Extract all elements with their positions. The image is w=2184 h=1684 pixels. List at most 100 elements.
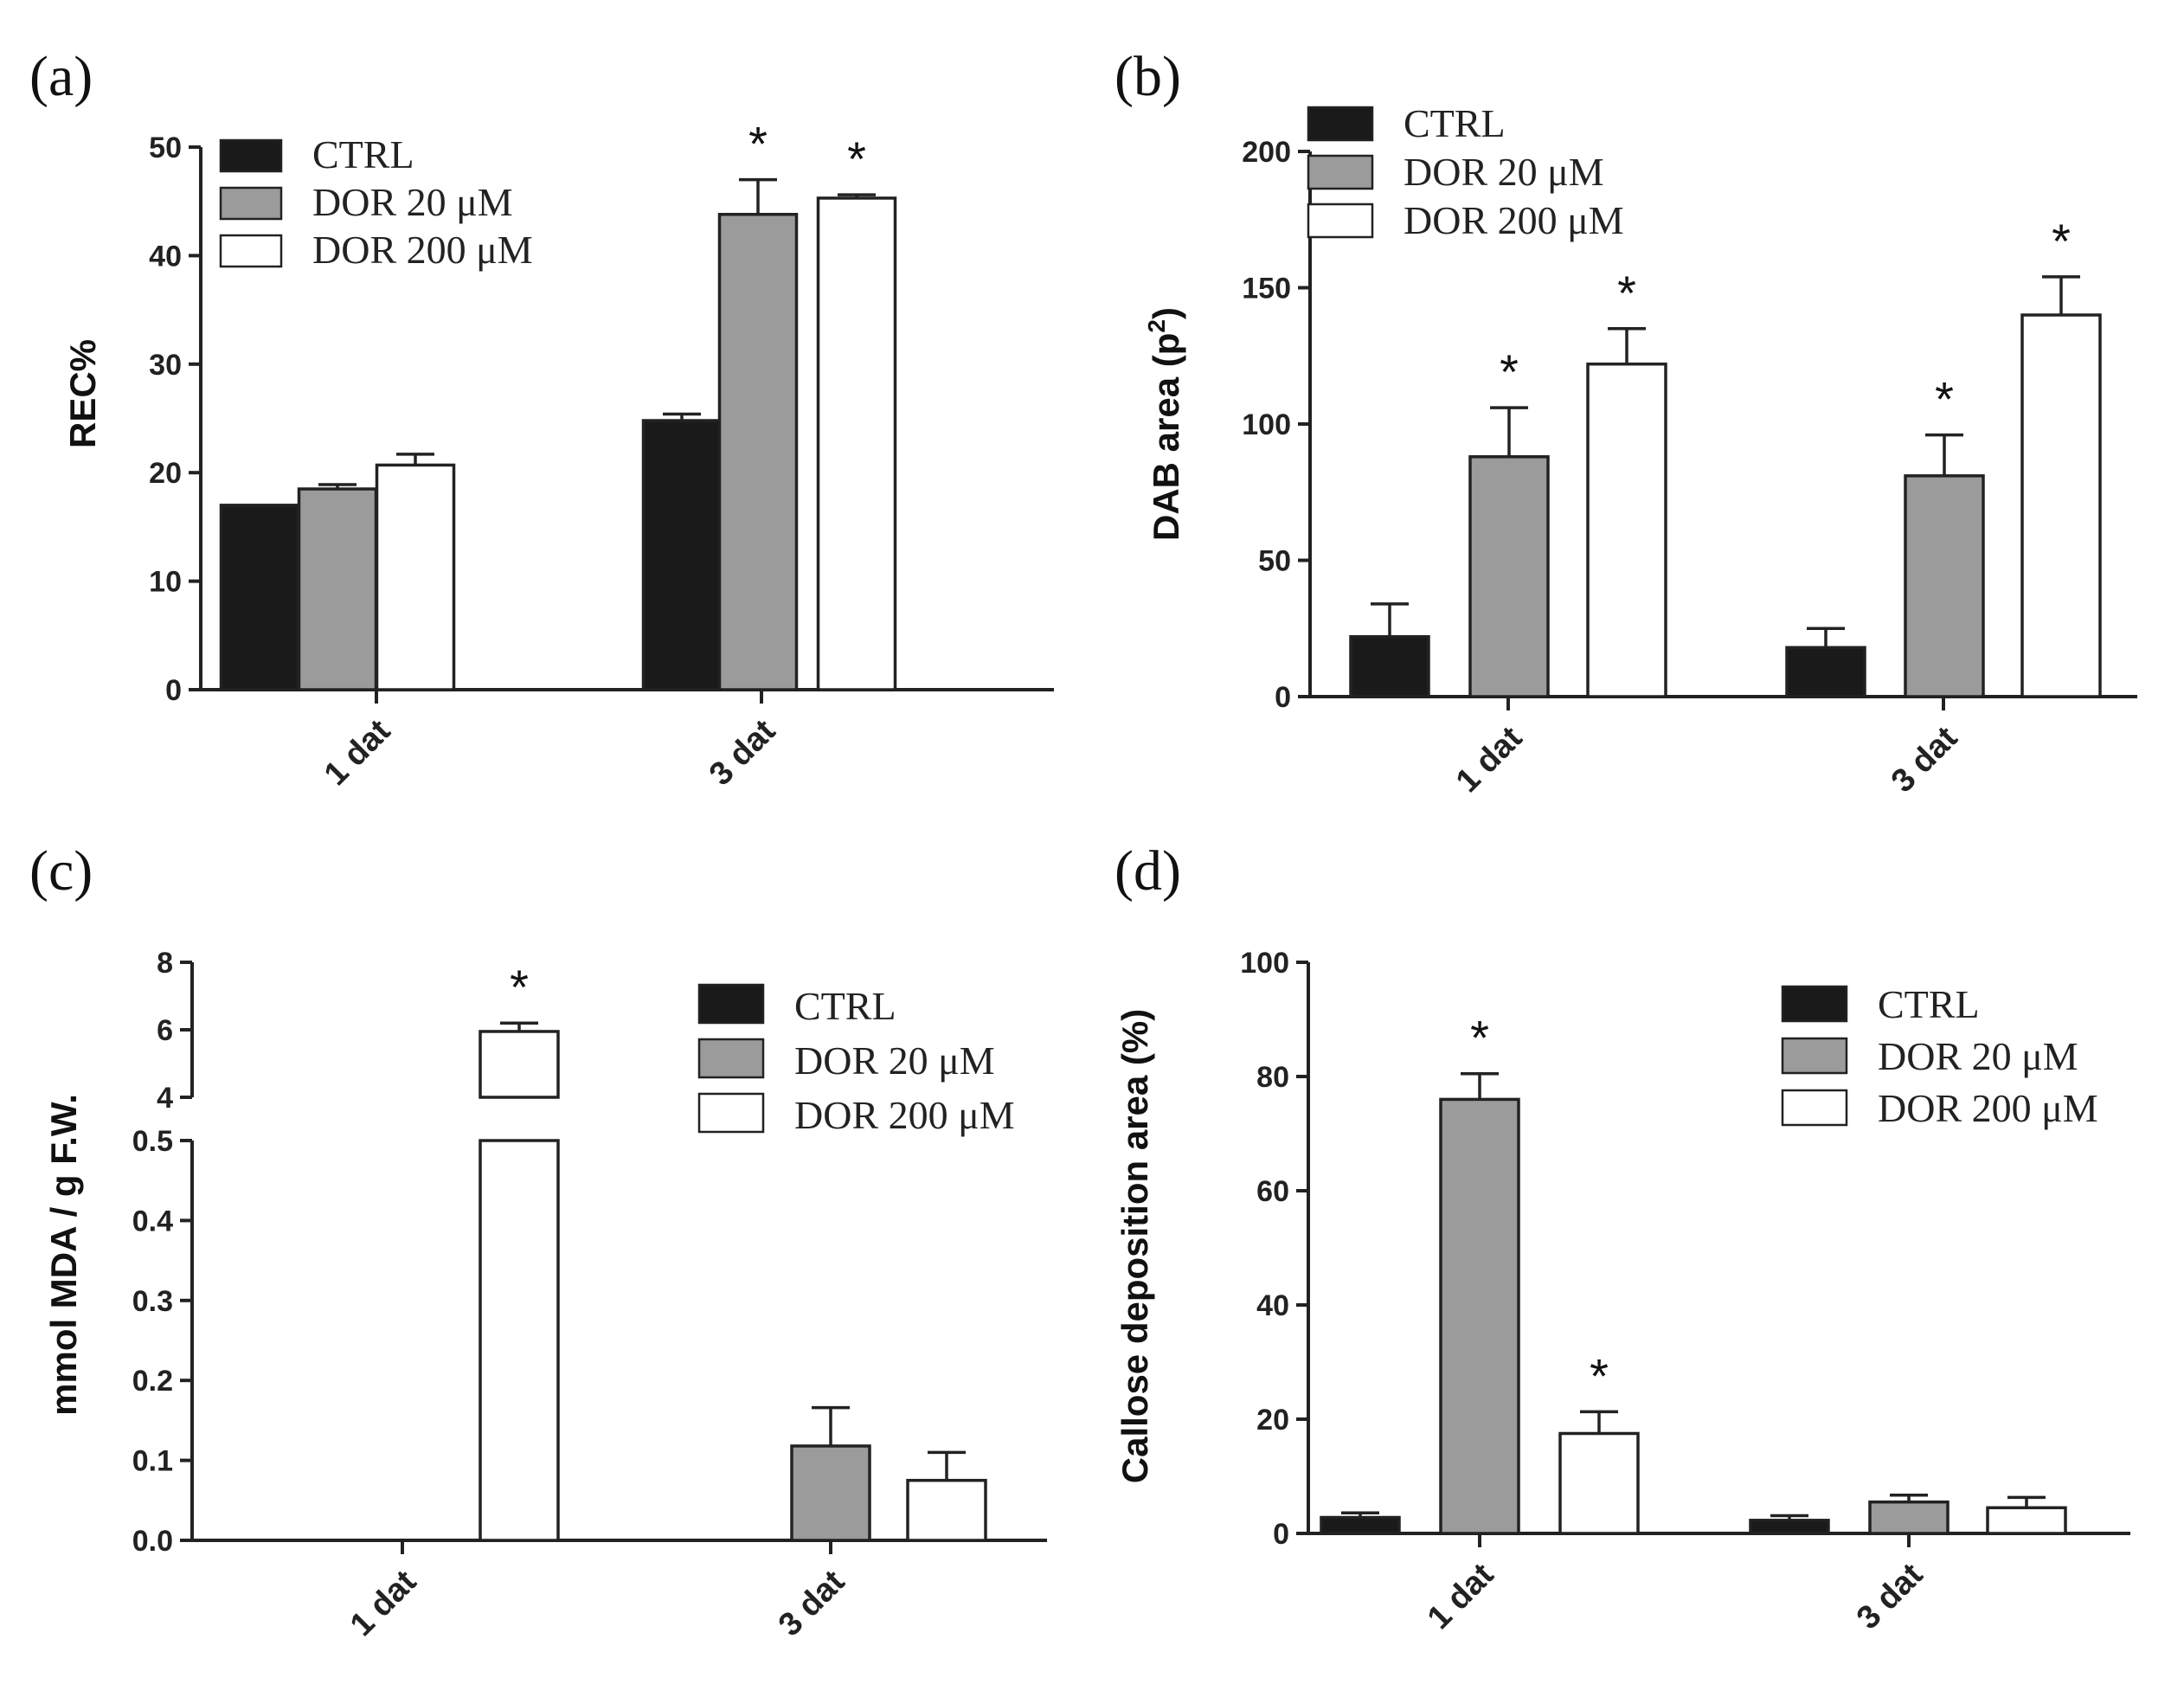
- y-axis-title-superscript: 2: [1143, 319, 1170, 333]
- bars: **: [1320, 1011, 2067, 1535]
- legend-label: DOR 20 μM: [312, 180, 513, 224]
- bar: [717, 212, 799, 691]
- bar: [790, 1444, 871, 1542]
- x-tick-label: 3 dat: [703, 712, 783, 793]
- significance-star: *: [1590, 1348, 1609, 1403]
- bar: [1468, 455, 1550, 698]
- legend-swatch: [1307, 154, 1374, 190]
- legend-label: CTRL: [794, 984, 896, 1028]
- y-tick-label: 100: [1242, 408, 1291, 441]
- significance-star: *: [1617, 266, 1636, 320]
- panel-label: (d): [1114, 839, 1181, 903]
- bar: [1439, 1097, 1520, 1535]
- y-axis-title: DAB area (p2): [1143, 307, 1186, 541]
- chart-panel-d: (d) 0 20 40 60 80 100 1 dat 3 dat Callose deposit…: [1114, 839, 2130, 1636]
- bar: [1904, 474, 1985, 698]
- y-tick-label: 20: [1256, 1404, 1289, 1437]
- y-axis-title-end: ): [1146, 307, 1186, 319]
- x-tick-label: 3 dat: [1885, 719, 1965, 800]
- y-axis-title: Callose deposition area (%): [1114, 1009, 1155, 1483]
- bar: [219, 504, 300, 691]
- y-tick-label: 0.5: [132, 1125, 173, 1158]
- y-tick-label: 6: [157, 1014, 173, 1047]
- legend-label: CTRL: [312, 132, 414, 177]
- legend-label: CTRL: [1404, 101, 1506, 145]
- bar: [641, 419, 723, 691]
- y-tick-label: 0.4: [132, 1205, 173, 1237]
- bar: [1785, 646, 1866, 698]
- bar: [297, 487, 378, 691]
- y-tick-label: 10: [149, 566, 182, 599]
- y-tick-label: 50: [1258, 545, 1291, 578]
- y-tick-label: 40: [149, 240, 182, 273]
- significance-star: *: [1470, 1011, 1489, 1065]
- y-axis-title-text: mmol MDA / g F.W.: [43, 1094, 84, 1416]
- legend-swatch: [219, 234, 283, 268]
- legend-swatch: [219, 138, 283, 173]
- bar: [375, 463, 456, 691]
- significance-star: *: [1935, 372, 1954, 427]
- y-tick-label: 30: [149, 349, 182, 382]
- y-tick-label: 20: [149, 457, 182, 490]
- legend-swatch: [697, 1092, 765, 1134]
- legend-swatch: [1781, 1089, 1848, 1127]
- legend-swatch: [1307, 202, 1374, 239]
- bar: [479, 1030, 560, 1099]
- x-tick-label: 3 dat: [772, 1563, 852, 1643]
- bar: [1986, 1506, 2067, 1535]
- legend-label: DOR 200 μM: [1878, 1086, 2098, 1130]
- legend-label: DOR 200 μM: [1404, 198, 1624, 242]
- legend-label: DOR 200 μM: [312, 228, 533, 272]
- y-tick-label: 50: [149, 132, 182, 164]
- y-tick-label: 0.3: [132, 1285, 173, 1318]
- legend-label: DOR 20 μM: [794, 1038, 995, 1083]
- significance-star: *: [2052, 214, 2071, 268]
- x-tick-label: 1 dat: [1449, 719, 1530, 800]
- x-tick-label: 1 dat: [344, 1563, 424, 1643]
- chart-panel-c: (c) 0.0 0.1 0.2 0.3 0.4 0.5 4 6 8 1 dat 3 dat mmol M…: [29, 839, 1047, 1643]
- panel-label: (a): [29, 45, 93, 108]
- y-tick-label: 0: [165, 674, 182, 707]
- legend-swatch: [1307, 106, 1374, 142]
- y-axis-title-text: DAB area (p: [1146, 333, 1186, 541]
- x-tick-label: 3 dat: [1850, 1556, 1930, 1636]
- bar: [816, 196, 897, 691]
- y-tick-label: 0.0: [132, 1525, 173, 1558]
- axes: 0 50 100 150 200 1 dat 3 dat: [1242, 136, 2137, 800]
- axes: 0 10 20 30 40 50 1 dat 3 dat: [149, 132, 1054, 793]
- legend-swatch: [697, 983, 765, 1025]
- panel-label: (b): [1114, 45, 1181, 108]
- bar: [1586, 362, 1667, 698]
- legend-swatch: [1781, 985, 1848, 1023]
- y-tick-label: 100: [1240, 947, 1289, 980]
- significance-star: *: [1500, 344, 1519, 399]
- y-axis-title: REC%: [62, 339, 103, 448]
- y-tick-label: 0: [1273, 1518, 1289, 1551]
- significance-star: *: [847, 132, 866, 186]
- x-tick-label: 1 dat: [318, 712, 398, 793]
- bar: [1868, 1500, 1950, 1535]
- bars: **: [219, 117, 897, 691]
- y-tick-label: 0.1: [132, 1445, 173, 1478]
- y-tick-label: 80: [1256, 1061, 1289, 1094]
- y-tick-label: 8: [157, 947, 173, 980]
- y-tick-label: 4: [157, 1082, 173, 1115]
- bar: [1349, 634, 1430, 698]
- legend-swatch: [1781, 1037, 1848, 1075]
- bar: [1320, 1515, 1401, 1535]
- axis-break-gap: [477, 1099, 562, 1139]
- legend-label: DOR 20 μM: [1404, 150, 1604, 194]
- legend-swatch: [697, 1038, 765, 1079]
- bars: * * * *: [1349, 214, 2102, 698]
- y-tick-label: 60: [1256, 1175, 1289, 1208]
- y-axis-title: mmol MDA / g F.W.: [43, 1094, 84, 1416]
- x-tick-label: 1 dat: [1421, 1556, 1501, 1636]
- bar: [2020, 313, 2102, 698]
